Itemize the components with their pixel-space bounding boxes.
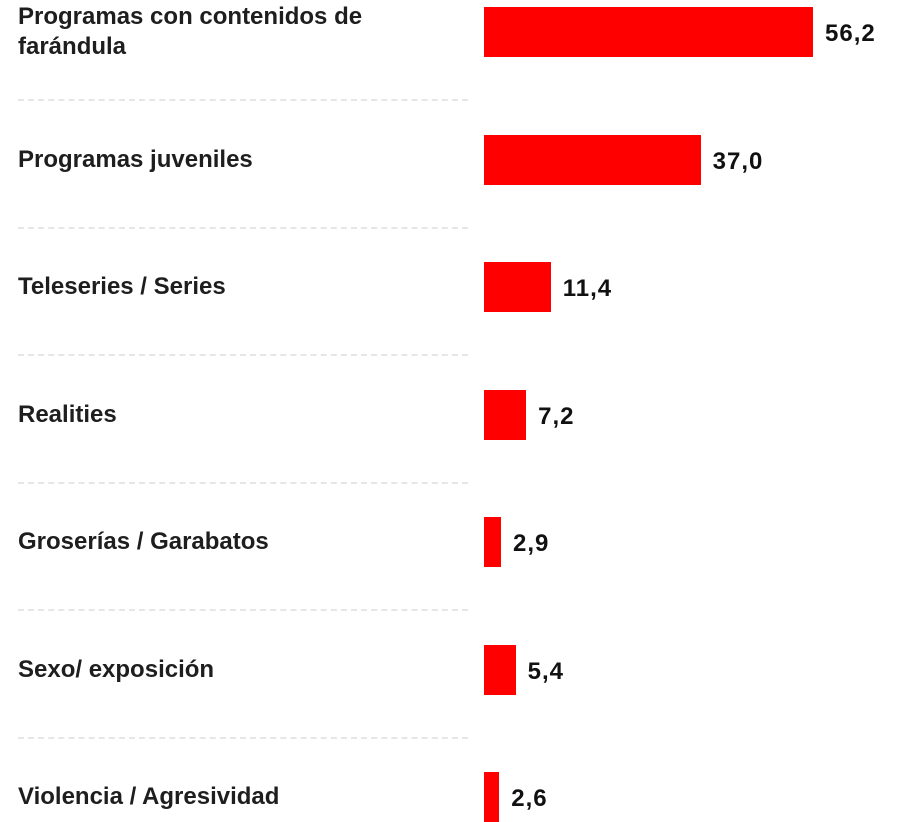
bar <box>484 7 814 57</box>
value-label: 2,9 <box>512 530 550 557</box>
category-label: Groserías / Garabatos <box>18 528 269 555</box>
category-label: Realities <box>18 400 117 428</box>
value-label: 37,0 <box>712 147 764 175</box>
separator <box>18 99 468 101</box>
bar <box>484 517 501 567</box>
bar <box>484 262 551 312</box>
separator <box>18 481 468 484</box>
separator <box>18 609 468 611</box>
category-label: Teleseries / Series <box>18 273 226 300</box>
bar <box>484 389 527 440</box>
value-label: 5,4 <box>527 657 564 685</box>
value-label: 11,4 <box>562 275 613 302</box>
category-label: Programas con contenidos de farándula <box>18 3 363 60</box>
separator <box>18 736 468 739</box>
value-label: 2,6 <box>511 785 548 812</box>
bar <box>484 772 500 822</box>
category-label: Programas juveniles <box>18 145 253 173</box>
separator <box>18 226 468 229</box>
bar <box>484 134 701 185</box>
value-label: 56,2 <box>825 20 876 47</box>
bar <box>484 644 516 695</box>
value-label: 7,2 <box>538 402 575 430</box>
category-label: Sexo/ exposición <box>18 655 215 683</box>
separator <box>18 354 468 356</box>
category-label: Violencia / Agresividad <box>18 783 280 810</box>
